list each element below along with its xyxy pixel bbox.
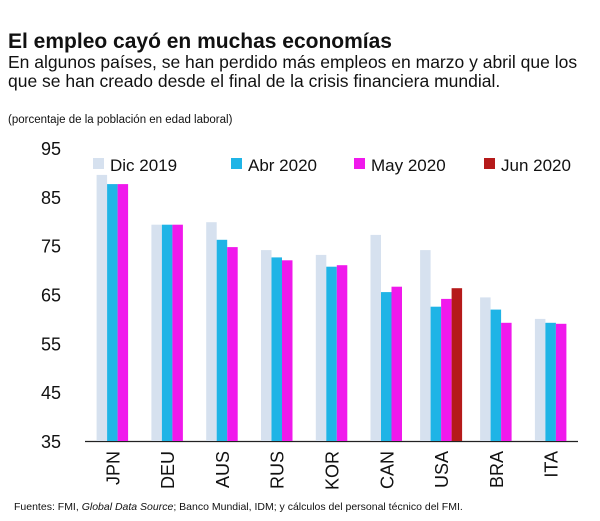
bar-deu-may-2020: [172, 224, 183, 441]
legend-label: Abr 2020: [248, 156, 317, 175]
bar-jpn-dic-2019: [96, 174, 108, 441]
bar-deu-dic-2019: [151, 224, 162, 441]
legend-swatch: [231, 158, 242, 169]
bar-can-may-2020: [391, 286, 402, 441]
bar-deu-abr-2020: [161, 224, 173, 441]
chart-subtitle: En algunos países, se han perdido más em…: [8, 52, 578, 91]
bar-aus-may-2020: [227, 247, 238, 441]
x-tick-label: RUS: [268, 451, 288, 489]
chart-legend: Dic 2019 Abr 2020 May 2020 Jun 2020: [93, 156, 571, 175]
y-tick-label: 95: [41, 139, 61, 159]
bar-bra-abr-2020: [490, 309, 502, 441]
legend-swatch: [354, 158, 365, 169]
bar-usa-abr-2020: [430, 306, 442, 441]
y-tick-label: 55: [41, 334, 61, 354]
bar-bra-dic-2019: [480, 297, 491, 441]
legend-swatch: [93, 158, 104, 169]
x-tick-label: JPN: [103, 451, 123, 485]
x-tick-label: CAN: [377, 451, 397, 489]
bar-kor-may-2020: [336, 265, 348, 441]
legend-label: Jun 2020: [501, 156, 571, 175]
y-tick-label: 75: [41, 237, 61, 257]
chart-unit-note: (porcentaje de la población en edad labo…: [8, 114, 233, 126]
bar-bra-may-2020: [501, 322, 512, 441]
bar-ita-may-2020: [555, 323, 567, 441]
x-tick-label: BRA: [487, 451, 507, 488]
bar-usa-dic-2019: [420, 250, 431, 441]
source-footer: Fuentes: FMI, Global Data Source; Banco …: [14, 501, 463, 513]
source-suffix: ; Banco Mundial, IDM; y cálculos del per…: [173, 501, 463, 513]
chart-axes: 35 45 55 65 75 85 95 JPN DEU AUS RUS KOR CAN USA BRA IT…: [41, 139, 578, 490]
x-tick-label: DEU: [158, 451, 178, 489]
bar-can-dic-2019: [370, 234, 381, 441]
bar-jpn-may-2020: [117, 184, 129, 441]
chart-bars: [96, 174, 567, 441]
bar-kor-abr-2020: [326, 266, 337, 441]
y-tick-label: 45: [41, 383, 61, 403]
bar-ita-abr-2020: [545, 322, 556, 441]
bar-chart: 35 45 55 65 75 85 95 JPN DEU AUS RUS KOR CAN USA BRA IT…: [41, 139, 578, 490]
source-italic: Global Data Source: [81, 501, 174, 513]
bar-usa-jun-2020: [451, 288, 463, 441]
y-tick-label: 35: [41, 432, 61, 452]
legend-label: May 2020: [371, 156, 446, 175]
x-tick-label: ITA: [542, 451, 562, 478]
x-tick-label: USA: [432, 451, 452, 488]
bar-aus-dic-2019: [206, 222, 217, 441]
bar-usa-may-2020: [441, 298, 452, 441]
bar-ita-dic-2019: [534, 318, 546, 441]
y-tick-label: 85: [41, 188, 61, 208]
y-tick-label: 65: [41, 286, 61, 306]
bar-rus-abr-2020: [271, 257, 282, 441]
bar-kor-dic-2019: [315, 254, 327, 441]
bar-jpn-abr-2020: [107, 184, 118, 441]
chart-title: El empleo cayó en muchas economías: [8, 30, 392, 53]
x-tick-label: AUS: [213, 451, 233, 488]
bar-aus-abr-2020: [216, 239, 228, 441]
x-tick-label: KOR: [323, 451, 343, 490]
bar-rus-may-2020: [282, 260, 293, 441]
bar-rus-dic-2019: [261, 250, 272, 441]
bar-can-abr-2020: [381, 292, 392, 441]
legend-label: Dic 2019: [110, 156, 177, 175]
source-prefix: Fuentes: FMI,: [14, 501, 82, 513]
legend-swatch: [484, 158, 495, 169]
